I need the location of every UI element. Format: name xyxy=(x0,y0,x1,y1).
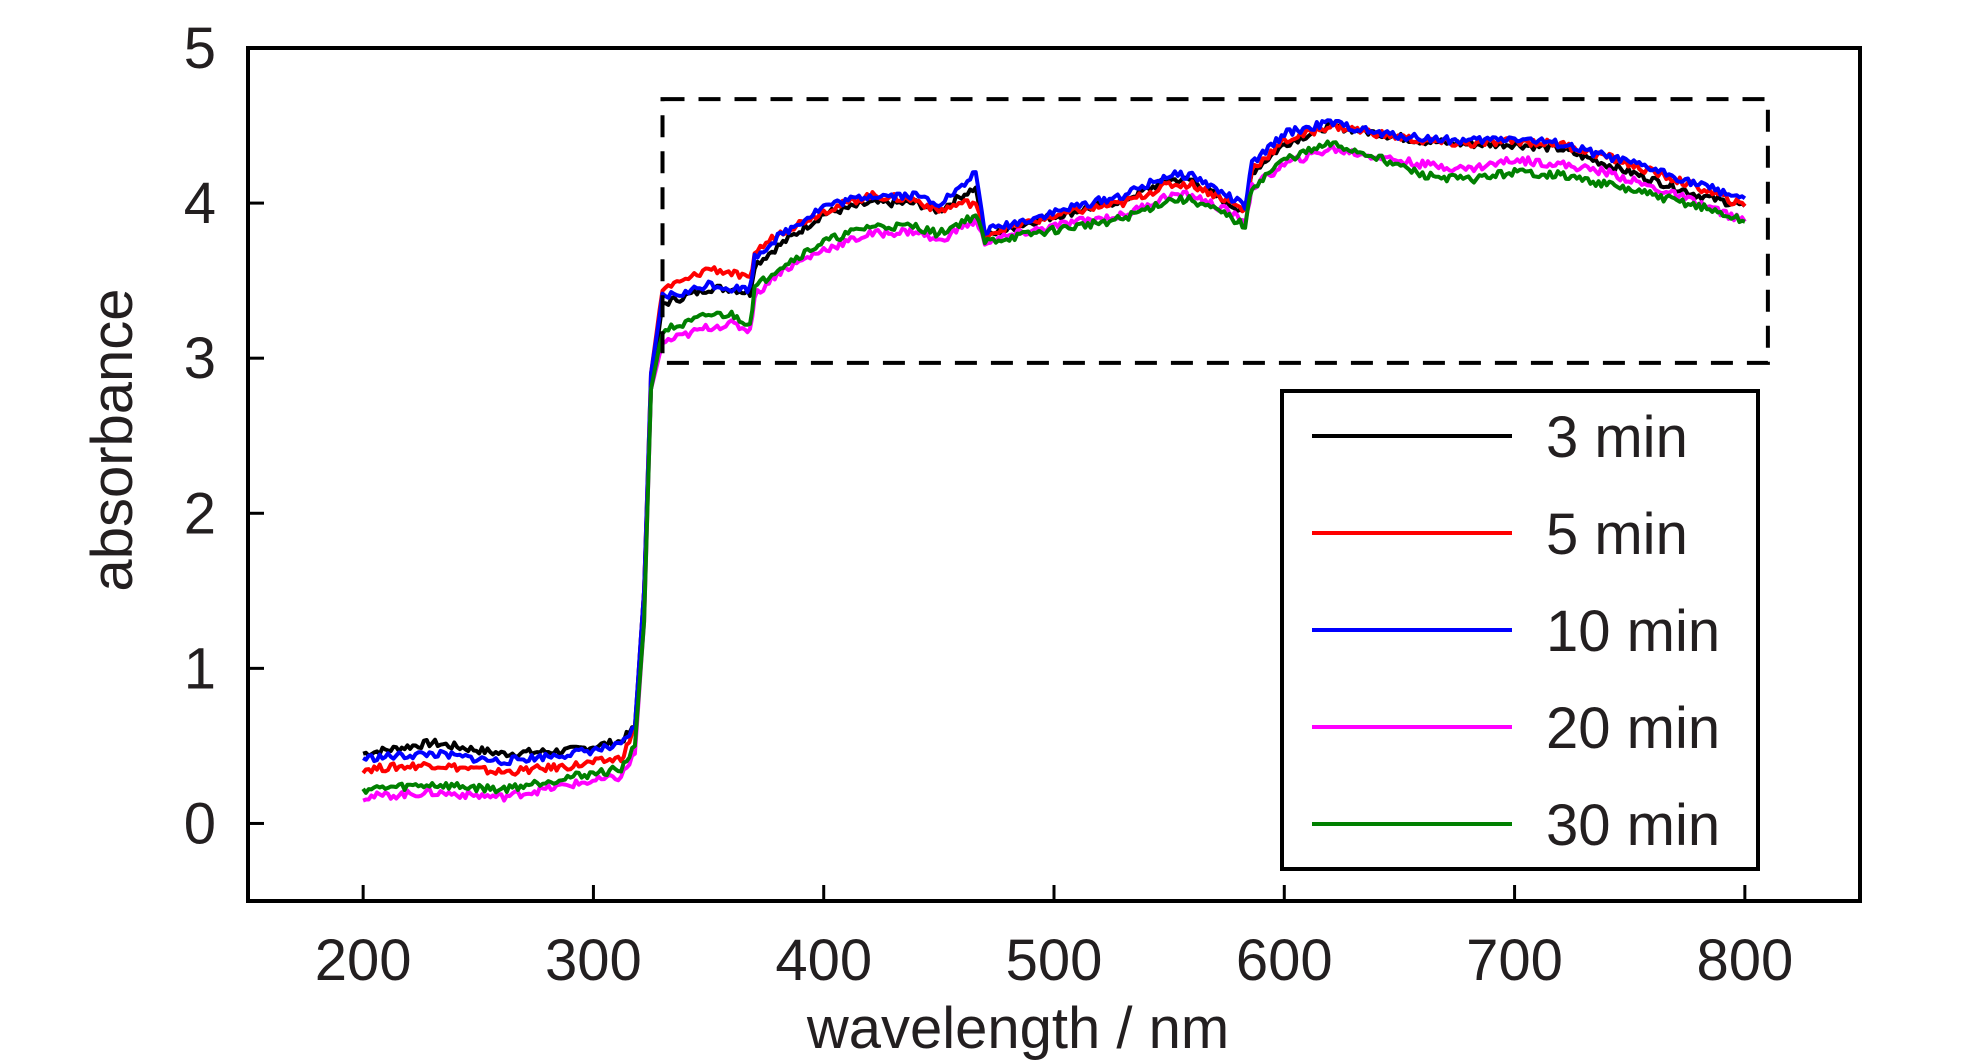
x-tick-label: 200 xyxy=(315,928,412,993)
legend: 3 min 5 min 10 min 20 min 30 min xyxy=(1280,389,1760,871)
highlight-dashed-box xyxy=(660,97,1770,365)
x-tick-label: 600 xyxy=(1236,928,1333,993)
y-axis-title: absorbance xyxy=(80,288,145,591)
legend-label: 10 min xyxy=(1546,599,1720,664)
y-tick-label: 1 xyxy=(184,636,216,701)
x-axis-title: wavelength / nm xyxy=(806,996,1229,1061)
legend-label: 5 min xyxy=(1546,502,1688,567)
legend-label: 3 min xyxy=(1546,405,1688,470)
y-tick-label: 3 xyxy=(184,326,216,391)
series-line-4 xyxy=(362,144,1747,803)
legend-label: 30 min xyxy=(1546,793,1720,858)
series-line-3 xyxy=(362,118,1747,767)
y-tick-label: 0 xyxy=(184,791,216,856)
axis-ticks: 200 300 400 500 600 700 800 0 1 2 3 4 5 xyxy=(184,16,1794,993)
x-tick-label: 800 xyxy=(1696,928,1793,993)
y-tick-label: 5 xyxy=(184,16,216,81)
y-tick-label: 4 xyxy=(184,171,216,236)
data-layer xyxy=(361,97,1770,803)
legend-label: 20 min xyxy=(1546,696,1720,761)
x-tick-label: 500 xyxy=(1006,928,1103,993)
x-tick-label: 300 xyxy=(545,928,642,993)
y-tick-label: 2 xyxy=(184,481,216,546)
series-line-5 xyxy=(361,139,1746,795)
x-tick-label: 400 xyxy=(775,928,872,993)
x-tick-label: 700 xyxy=(1466,928,1563,993)
